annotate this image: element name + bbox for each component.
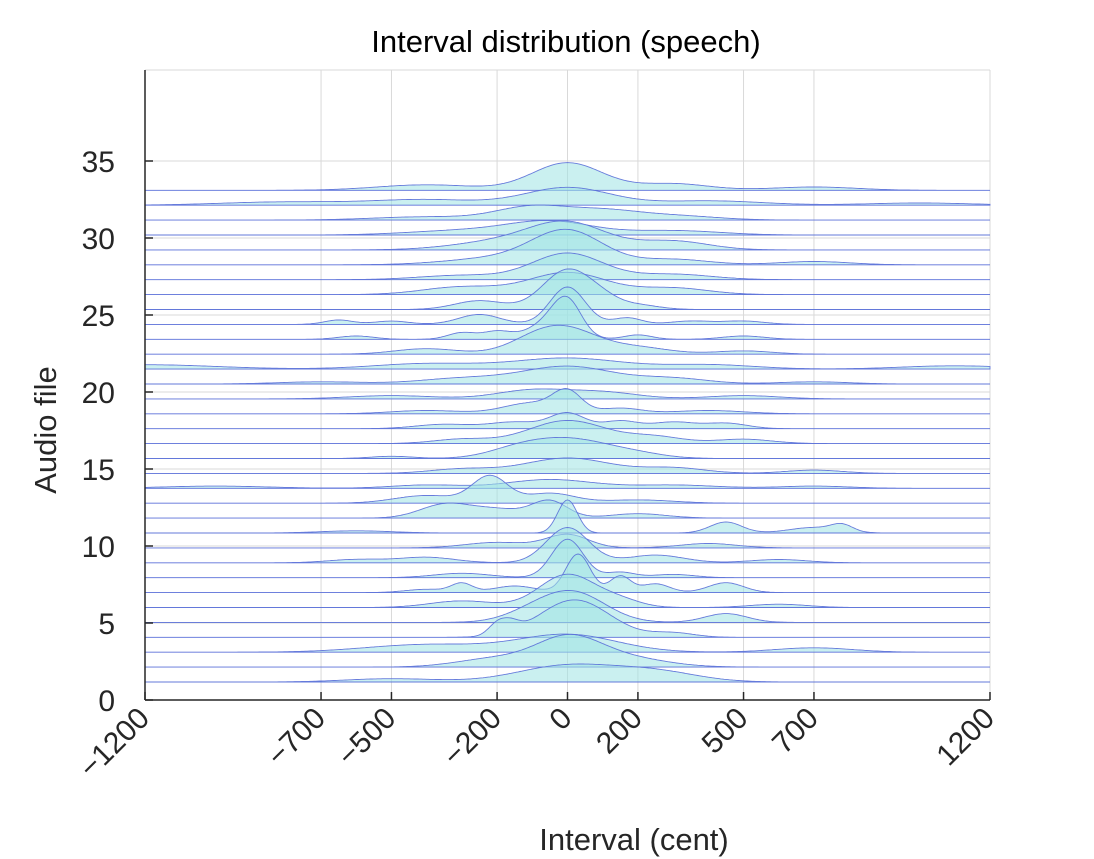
x-tick-label: 0 xyxy=(543,702,578,737)
ridge-area xyxy=(144,357,991,370)
y-tick-label: 15 xyxy=(82,454,115,487)
x-tick-label: −700 xyxy=(261,702,332,773)
y-tick-label: 0 xyxy=(98,685,115,718)
y-tick-label: 20 xyxy=(82,377,115,410)
ridge-area xyxy=(145,599,990,638)
x-tick-label: 500 xyxy=(696,702,755,761)
x-tick-label: 700 xyxy=(766,702,825,761)
y-tick-label: 10 xyxy=(82,531,115,564)
ridge-area xyxy=(145,436,990,459)
ridge-area xyxy=(144,186,991,206)
y-axis-label: Audio file xyxy=(28,366,63,494)
y-tick-label: 30 xyxy=(82,223,115,256)
ridge-area xyxy=(144,478,990,489)
y-tick-label: 35 xyxy=(82,146,115,179)
x-tick-label: 1200 xyxy=(930,702,1001,773)
y-tick-label: 5 xyxy=(98,608,115,641)
ridge-area xyxy=(145,162,990,191)
ridge-area xyxy=(145,204,990,221)
x-tick-labels: −1200 −700 −500 −200 0 200 500 700 1200 xyxy=(73,692,1001,785)
y-tick-label: 25 xyxy=(82,300,115,333)
x-tick-label: −200 xyxy=(437,702,508,773)
ridge-layer xyxy=(144,162,991,683)
ridge-area xyxy=(145,365,990,385)
ridge-area xyxy=(145,457,990,474)
chart-title: Interval distribution (speech) xyxy=(371,24,760,59)
x-tick-label: 200 xyxy=(590,702,649,761)
y-tick-labels: 0 5 10 15 20 25 30 35 xyxy=(82,146,153,718)
x-tick-label: −500 xyxy=(331,702,402,773)
x-axis-label: Interval (cent) xyxy=(539,822,729,857)
